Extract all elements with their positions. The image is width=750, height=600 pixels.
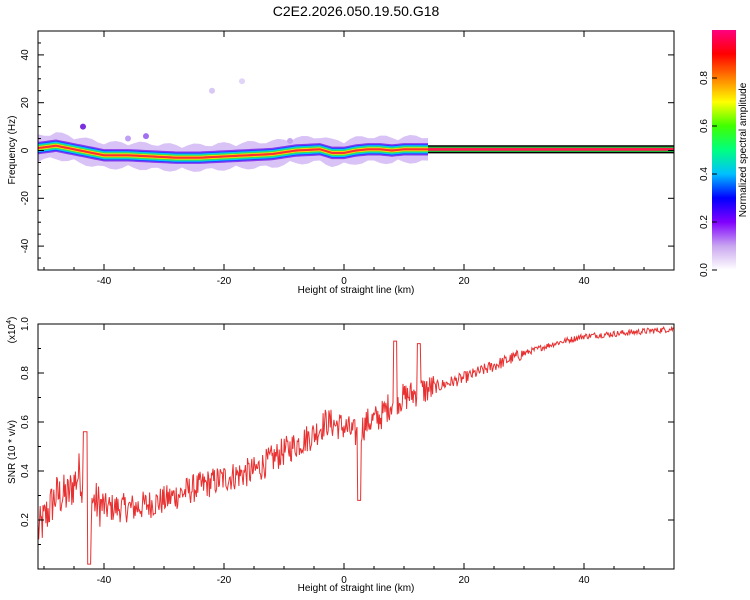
spectrogram-blob: [80, 123, 86, 130]
spectrogram-blob: [239, 78, 245, 85]
x-tick-label: -20: [217, 276, 232, 287]
colorbar-ticks: 0.0 0.2 0.4 0.6 0.8: [699, 71, 717, 277]
y-tick-label: 1.0: [20, 317, 31, 331]
spectrogram-x-label: Height of straight line (km): [298, 285, 415, 296]
colorbar-tick-label: 0.2: [699, 215, 710, 229]
y-tick-label: 0.6: [20, 415, 31, 429]
y-tick-label: 40: [20, 49, 31, 61]
figure-title: C2E2.2026.050.19.50.G18: [273, 3, 440, 19]
spectrogram-x-ticks: -40 -20 0 20 40: [43, 31, 675, 287]
snr-line: [37, 325, 675, 565]
colorbar-tick-label: 0.8: [699, 71, 710, 85]
spectrogram-panel: -40 -20 0 20 40 -40 -20 0 20 40 Height of straig…: [7, 30, 675, 296]
x-tick-label: -40: [97, 575, 112, 586]
y-tick-label: -40: [20, 238, 31, 253]
spectrogram-blob: [143, 133, 149, 140]
y-tick-label: 0.4: [20, 464, 31, 478]
snr-panel: -40 -20 0 20 40 0.2 0.4 0.6 0.8 1.0 Height of st…: [6, 317, 675, 594]
colorbar-tick-label: 0.4: [699, 167, 710, 181]
spectrogram-blob: [125, 135, 131, 142]
spectrogram-blob: [287, 137, 293, 144]
y-tick-label: 0.8: [20, 366, 31, 380]
colorbar-tick-label: 0.6: [699, 119, 710, 133]
x-tick-label: 0: [341, 276, 347, 287]
snr-y-label: SNR (10 * v/v): [7, 420, 18, 484]
snr-x-label: Height of straight line (km): [298, 583, 415, 594]
x-tick-label: 40: [578, 276, 590, 287]
y-tick-label: 0.2: [20, 513, 31, 527]
snr-plot-area: [38, 324, 674, 569]
spectrogram-y-ticks: -40 -20 0 20 40: [20, 42, 674, 259]
carrier-red: [428, 147, 674, 151]
colorbar-label: Normalized spectral amplitude: [738, 82, 749, 217]
x-tick-label: 20: [458, 575, 470, 586]
colorbar: 0.0 0.2 0.4 0.6 0.8 Normalized spectral ampl…: [699, 30, 749, 277]
x-tick-label: -20: [217, 575, 232, 586]
spectrogram-heatmap: [38, 78, 674, 172]
x-tick-label: 20: [458, 276, 470, 287]
y-tick-label: 20: [20, 97, 31, 109]
spectrogram-band-red: [38, 144, 428, 159]
x-tick-label: 0: [341, 575, 347, 586]
spectrogram-y-label: Frequency (Hz): [7, 116, 18, 185]
x-tick-label: 40: [578, 575, 590, 586]
spectrogram-blob: [209, 87, 215, 94]
y-tick-label: -20: [20, 191, 31, 206]
colorbar-tick-label: 0.0: [699, 263, 710, 277]
snr-x-ticks: -40 -20 0 20 40: [43, 324, 675, 586]
colorbar-gradient: [712, 30, 736, 270]
snr-scale-label: (x104): [6, 317, 18, 344]
snr-y-ticks: 0.2 0.4 0.6 0.8 1.0: [20, 317, 674, 545]
x-tick-label: -40: [97, 276, 112, 287]
y-tick-label: 0: [20, 147, 31, 153]
